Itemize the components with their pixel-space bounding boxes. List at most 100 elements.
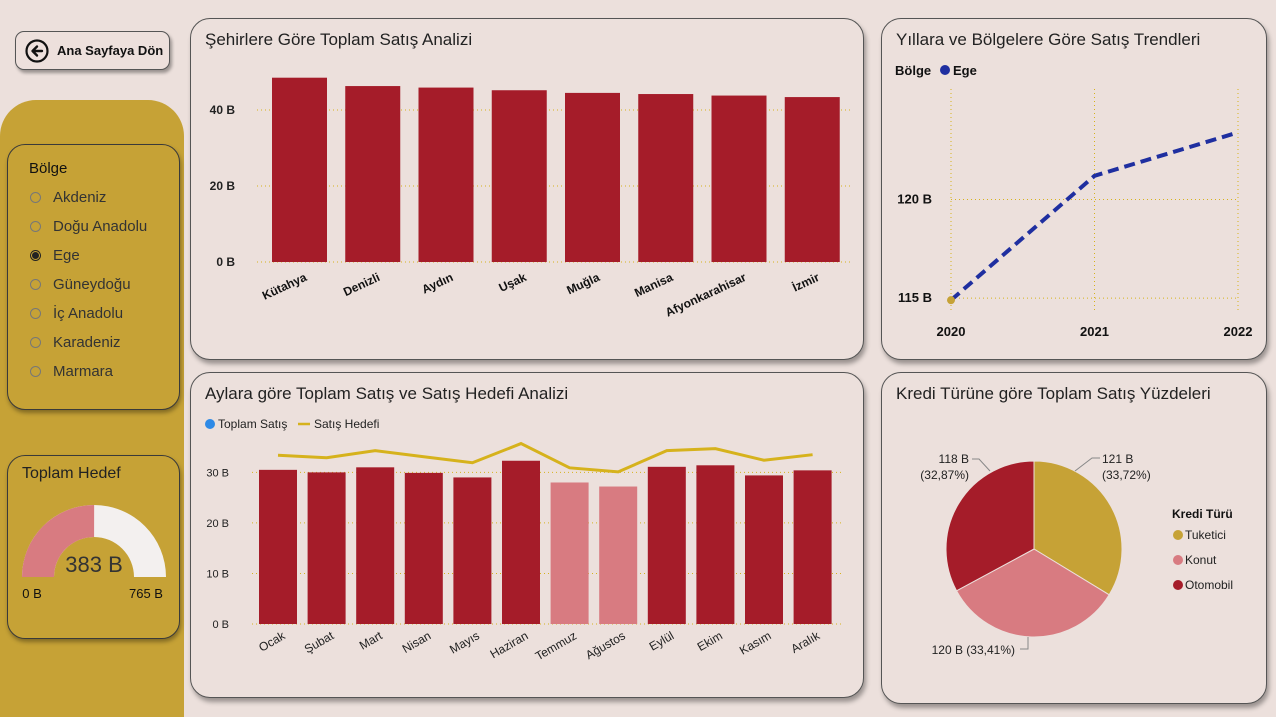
credit-chart-title: Kredi Türüne göre Toplam Satış Yüzdeleri	[896, 384, 1211, 403]
slicer-item-label: Doğu Anadolu	[53, 217, 148, 235]
x-tick-label: Mayıs	[447, 628, 482, 656]
monthly-sales-card: Aylara göre Toplam Satış ve Satış Hedefi…	[190, 372, 864, 698]
data-label: (32,87%)	[920, 468, 969, 482]
slicer-item-label: Karadeniz	[53, 333, 121, 351]
data-label: (33,72%)	[1102, 468, 1151, 482]
x-tick-label: Kasım	[737, 628, 773, 657]
x-tick-label: Nisan	[400, 628, 434, 655]
legend-item: Konut	[1185, 553, 1217, 567]
gauge: 383 B 0 B 765 B	[22, 505, 166, 601]
bar	[272, 77, 327, 262]
monthly-sales-chart: Toplam Satış Satış Hedefi 0 B 10 B 20 B 30 B O…	[205, 417, 841, 663]
city-sales-card: Şehirlere Göre Toplam Satış Analizi 0 B 2…	[190, 18, 864, 360]
slicer-item-label: İç Anadolu	[53, 304, 124, 322]
data-point	[947, 296, 955, 305]
data-label: 118 B	[939, 452, 969, 466]
trend-chart: Bölge Ege 2020 2021 2022 115 B 120 B	[895, 63, 1253, 339]
bar	[696, 465, 735, 624]
radio-icon	[30, 220, 41, 232]
y-tick-label: 40 B	[210, 103, 236, 117]
legend-title: Kredi Türü	[1172, 507, 1233, 521]
bar	[599, 486, 638, 624]
bar	[453, 477, 492, 624]
region-slicer: Bölge Akdeniz Doğu Anadolu Ege Güneydoğu…	[7, 144, 180, 410]
gauge-min-label: 0 B	[22, 586, 42, 601]
x-tick-label: Temmuz	[533, 628, 579, 663]
slicer-item-guneydogu[interactable]: Güneydoğu	[30, 274, 131, 294]
x-tick-label: Aralık	[789, 628, 823, 656]
slicer-title: Bölge	[29, 160, 68, 177]
x-tick-label: Aydın	[420, 270, 456, 297]
x-tick-label: Mart	[357, 628, 385, 652]
slicer-item-marmara[interactable]: Marmara	[30, 361, 113, 381]
legend-item: Otomobil	[1185, 578, 1233, 592]
legend-marker	[1173, 555, 1183, 565]
back-to-home-button[interactable]: Ana Sayfaya Dön	[15, 31, 170, 70]
x-tick-label: 2022	[1224, 324, 1253, 339]
city-chart-title: Şehirlere Göre Toplam Satış Analizi	[205, 30, 473, 49]
legend-marker	[205, 419, 215, 429]
x-tick-label: Muğla	[564, 270, 602, 297]
y-tick-label: 20 B	[206, 518, 229, 530]
y-tick-label: 115 B	[898, 290, 932, 305]
series-line	[949, 130, 1239, 302]
bar	[550, 482, 589, 624]
x-tick-label: 2020	[937, 324, 966, 339]
radio-selected-icon	[30, 249, 41, 261]
data-label: 120 B (33,41%)	[932, 643, 1015, 657]
monthly-chart-title: Aylara göre Toplam Satış ve Satış Hedefi…	[205, 384, 569, 403]
x-tick-label: Haziran	[488, 628, 531, 661]
gauge-fill	[22, 505, 95, 577]
slicer-item-ege[interactable]: Ege	[30, 245, 80, 265]
bar	[404, 472, 443, 624]
x-tick-label: Uşak	[497, 270, 529, 295]
target-line	[277, 441, 813, 474]
gauge-max-label: 765 B	[129, 586, 163, 601]
slicer-item-label: Akdeniz	[53, 188, 107, 206]
label-leader	[972, 458, 991, 472]
total-target-card: Toplam Hedef 383 B 0 B 765 B	[7, 455, 180, 639]
bar	[491, 90, 547, 263]
radio-icon	[30, 278, 41, 290]
credit-pie-chart: 121 B (33,72%) 118 B (32,87%) 120 B (33,41%)…	[920, 452, 1233, 657]
x-tick-label: Afyonkarahisar	[663, 270, 748, 320]
radio-icon	[30, 336, 41, 348]
slicer-item-karadeniz[interactable]: Karadeniz	[30, 332, 121, 352]
bar	[647, 466, 686, 624]
bar	[502, 460, 540, 624]
city-sales-chart: 0 B 20 B 40 B Kütahya Denizli Aydın Uşak Muğla M…	[210, 77, 851, 320]
credit-type-card: Kredi Türüne göre Toplam Satış Yüzdeleri…	[881, 372, 1267, 704]
legend-marker	[1173, 530, 1183, 540]
gauge-title: Toplam Hedef	[22, 465, 121, 482]
legend-item: Toplam Satış	[218, 417, 287, 431]
pie-slice	[1033, 460, 1123, 596]
slicer-item-akdeniz[interactable]: Akdeniz	[30, 187, 106, 207]
gauge-value: 383 B	[65, 552, 123, 577]
radio-icon	[30, 365, 41, 377]
bar	[356, 467, 395, 624]
y-tick-label: 20 B	[210, 179, 236, 193]
slicer-item-ic-anadolu[interactable]: İç Anadolu	[30, 303, 123, 323]
back-button-label: Ana Sayfaya Dön	[57, 43, 164, 58]
x-tick-label: 2021	[1080, 324, 1109, 339]
radio-icon	[30, 191, 41, 203]
pie-slice	[945, 460, 1035, 592]
label-leader	[1074, 457, 1100, 472]
slicer-item-dogu-anadolu[interactable]: Doğu Anadolu	[30, 216, 147, 236]
bar	[784, 97, 840, 262]
slicer-item-label: Marmara	[53, 362, 114, 380]
label-leader	[1020, 637, 1029, 650]
y-tick-label: 0 B	[212, 619, 229, 631]
bar	[745, 475, 783, 624]
bar	[565, 92, 620, 263]
legend-marker	[940, 65, 950, 75]
y-tick-label: 10 B	[206, 568, 229, 580]
legend-item: Satış Hedefi	[314, 417, 379, 431]
x-tick-label: Denizli	[341, 270, 382, 299]
bar	[711, 95, 767, 262]
bar	[418, 87, 474, 262]
y-tick-label: 0 B	[216, 255, 235, 269]
x-tick-label: İzmir	[790, 269, 822, 295]
slicer-item-label: Ege	[53, 246, 80, 264]
